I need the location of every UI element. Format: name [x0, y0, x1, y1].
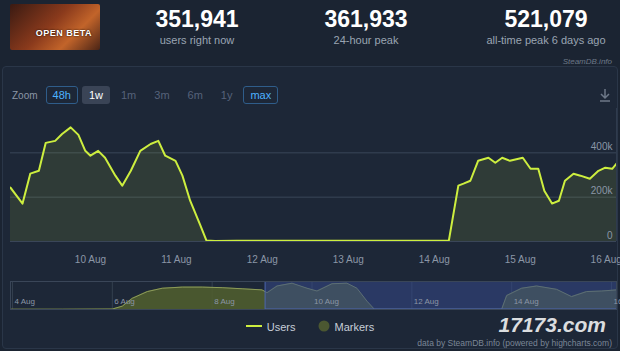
- svg-text:12 Aug: 12 Aug: [414, 297, 439, 306]
- html-text:1w: 1w: [88, 89, 103, 101]
- svg-text:12 Aug: 12 Aug: [247, 254, 278, 265]
- svg-text:200k: 200k: [591, 185, 614, 196]
- svg-text:400k: 400k: [591, 141, 614, 152]
- svg-text:16 Aug: 16 Aug: [614, 297, 620, 306]
- svg-text:16 Aug: 16 Aug: [591, 254, 620, 265]
- svg-text:10 Aug: 10 Aug: [75, 254, 106, 265]
- svg-text:15 Aug: 15 Aug: [505, 254, 536, 265]
- html-text:17173.com: 17173.com: [498, 313, 606, 336]
- html-text:data by SteamDB.info (powered: data by SteamDB.info (powered by highcha…: [417, 338, 612, 348]
- svg-text:14 Aug: 14 Aug: [419, 254, 450, 265]
- html-text:1y: 1y: [220, 89, 233, 101]
- html-text:361,933: 361,933: [324, 6, 408, 32]
- html-text:Markers: Markers: [334, 321, 375, 333]
- html-text:1m: 1m: [121, 89, 137, 101]
- html-text:users right now: users right now: [159, 34, 235, 46]
- svg-text:4 Aug: 4 Aug: [14, 297, 34, 306]
- html-text:Zoom: Zoom: [12, 89, 38, 101]
- svg-text:13 Aug: 13 Aug: [333, 254, 364, 265]
- html-text:521,079: 521,079: [504, 6, 588, 32]
- html-text:3m: 3m: [154, 89, 170, 101]
- svg-text:0: 0: [607, 230, 613, 241]
- svg-text:10 Aug: 10 Aug: [314, 297, 339, 306]
- html-text:6m: 6m: [187, 89, 203, 101]
- html-text:Users: Users: [266, 321, 296, 333]
- html-text:all-time peak 6 days ago: all-time peak 6 days ago: [486, 34, 606, 46]
- svg-text:14 Aug: 14 Aug: [514, 297, 539, 306]
- html-text:48h: 48h: [52, 89, 71, 101]
- html-text:351,941: 351,941: [155, 6, 239, 32]
- html-text:24-hour peak: 24-hour peak: [333, 34, 399, 46]
- html-text:max: max: [250, 89, 272, 101]
- html-text:SteamDB.info: SteamDB.info: [562, 57, 612, 66]
- svg-text:11 Aug: 11 Aug: [161, 254, 191, 265]
- svg-text:8 Aug: 8 Aug: [214, 297, 234, 306]
- html-text:OPEN BETA: OPEN BETA: [35, 28, 92, 38]
- svg-text:6 Aug: 6 Aug: [114, 297, 134, 306]
